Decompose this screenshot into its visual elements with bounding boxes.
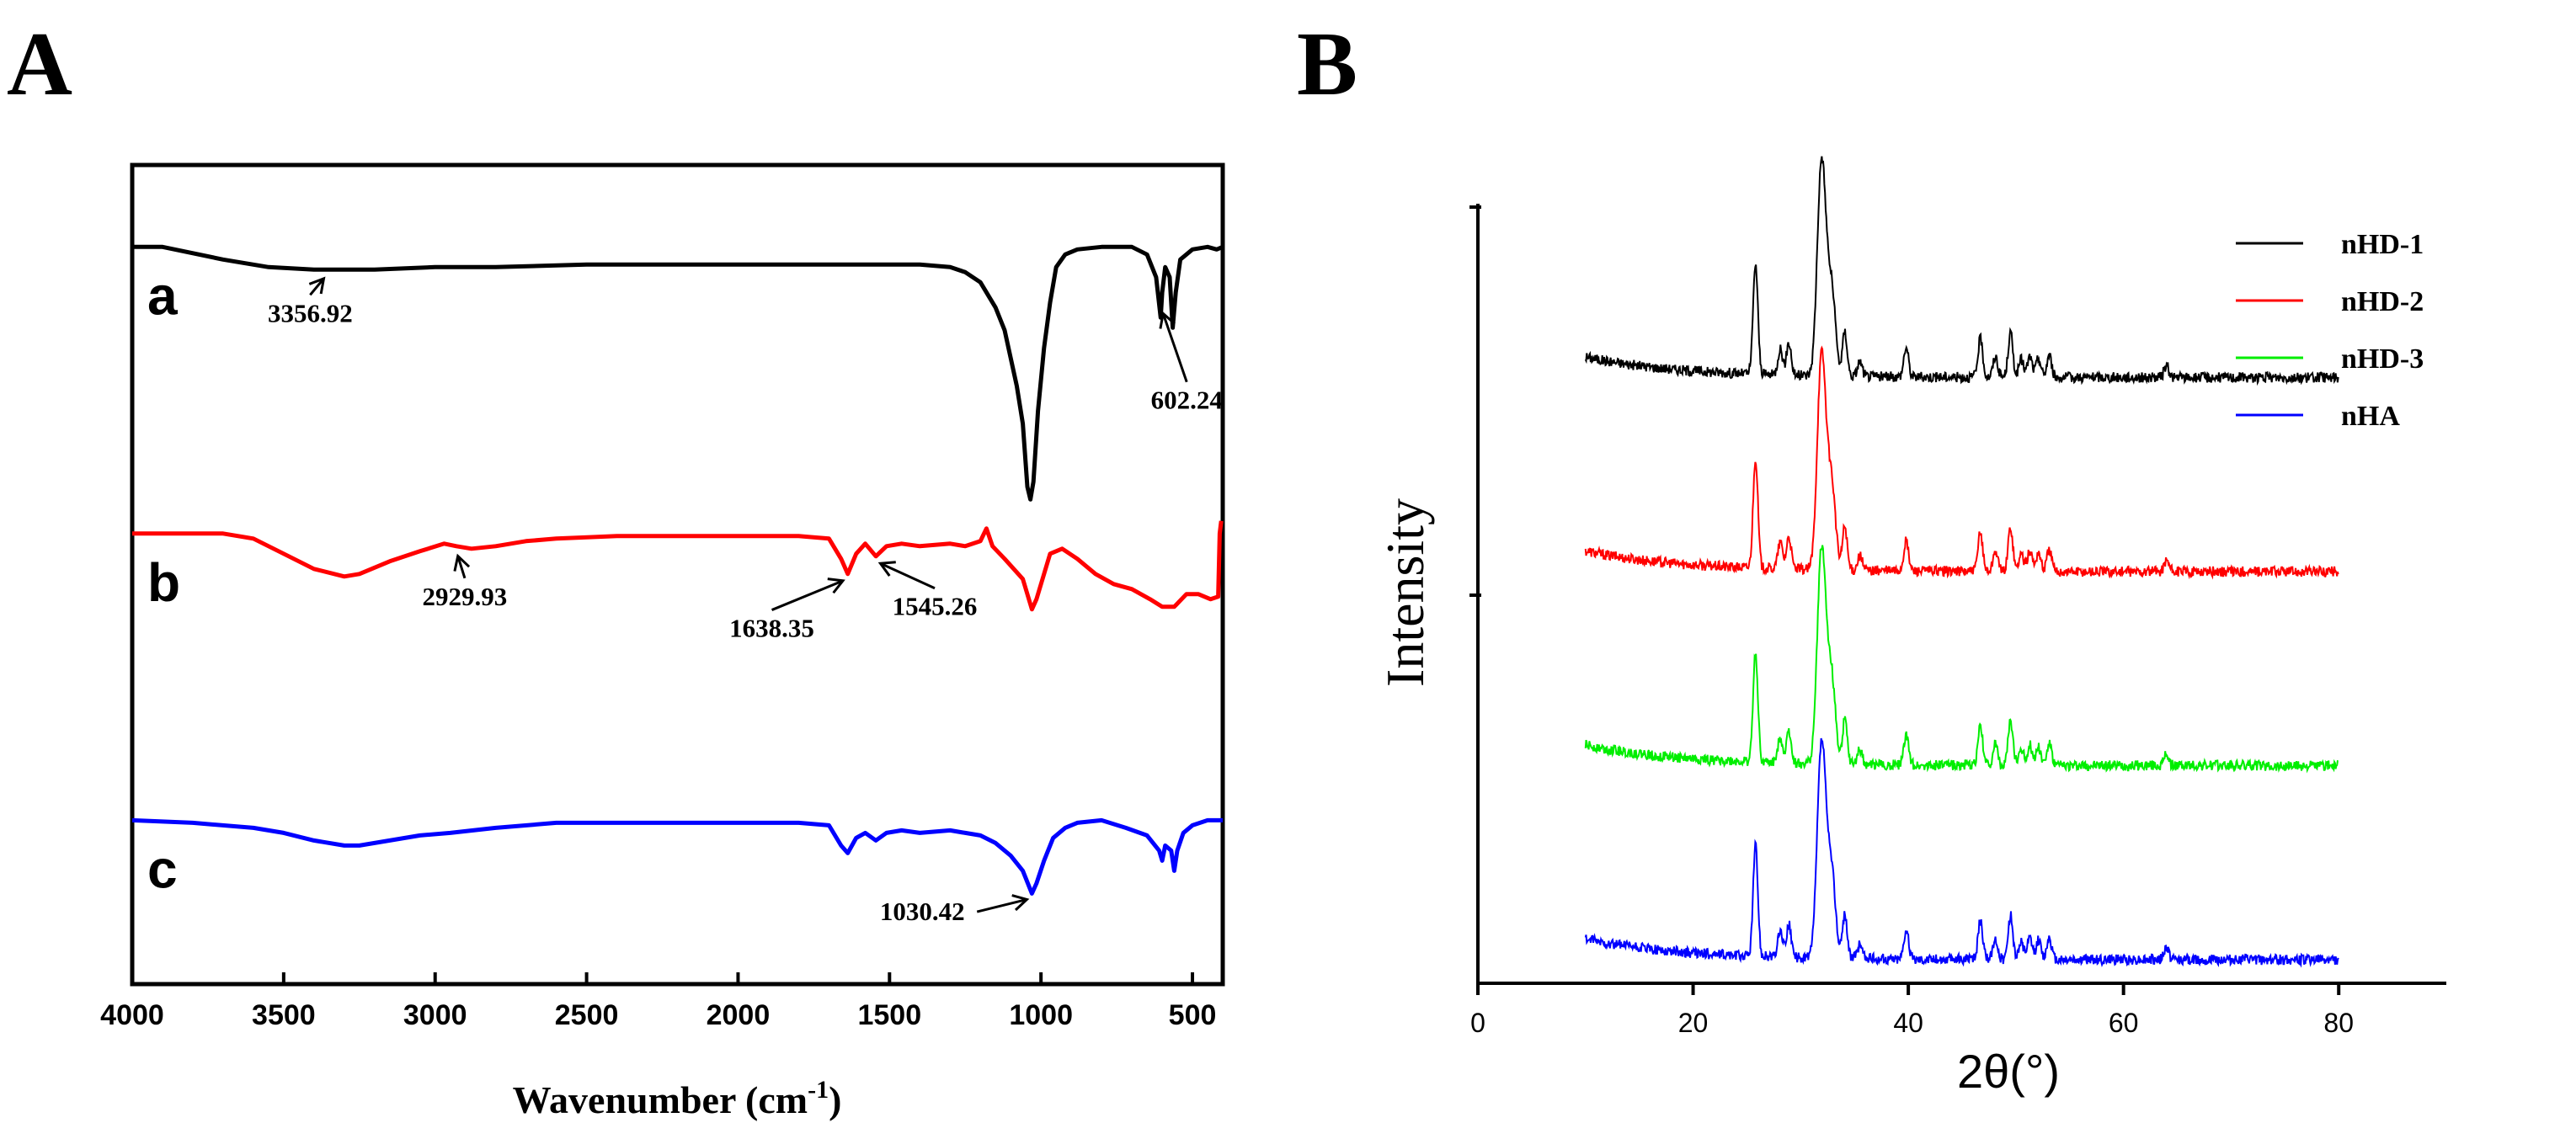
panel-b-y-axis-label: Intensity [1375,498,1435,687]
panel-b-x-ticks: 0 20 40 60 80 [1470,983,2354,1038]
panel-b-x-tick-label: 60 [2109,1008,2139,1038]
panel-a-trace-label-a: a [147,265,178,326]
panel-b-x-tick-label: 80 [2323,1008,2354,1038]
legend-label-nHD-1: nHD-1 [2341,229,2424,260]
panel-a-x-axis-label: Wavenumber (cm-1) [513,1076,842,1121]
panel-a-x-axis: 4000 3500 3000 2500 2000 1500 1000 500 [100,972,1216,1031]
panel-a-series-a [132,244,1224,502]
panel-b-series-nHA [1584,737,2339,968]
panel-a-ftir-chart: 4000 3500 3000 2500 2000 1500 1000 500 a b c 3356… [100,162,1225,1121]
panel-a-x-tick-label: 1500 [857,999,921,1031]
panel-a-annotation-arrow [456,556,467,579]
panel-a-annotation-arrow [771,579,844,611]
panel-b-xrd-chart: 0 20 40 60 80 nHD-1 nHD-2 nHD-3 nHA 2θ(°) Inten… [1375,156,2446,1098]
panel-b-series [1584,156,2339,968]
panel-a-trace-label-c: c [147,838,178,899]
panel-a-annotation-arrow [309,277,325,296]
panel-a-annotation-arrow [1161,312,1188,383]
legend-label-nHD-2: nHD-2 [2341,286,2424,317]
panel-a-annotation-arrowhead [827,577,845,594]
panel-a-plot-frame [130,162,1225,987]
panel-a-annotation-label: 2929.93 [423,582,508,611]
panel-a-x-tick-label: 1000 [1009,999,1073,1031]
panel-b-series-nHD-3 [1584,545,2339,774]
panel-b-series-nHD-1 [1584,156,2339,386]
panel-a-series: a b c [131,244,1224,899]
panel-b-x-tick-label: 0 [1470,1008,1485,1038]
panel-a-annotation-arrowhead [308,276,326,295]
panel-a-series-b [132,520,1224,612]
panel-a-trace-label-b: b [147,552,180,613]
panel-b-letter: B [1297,14,1357,114]
panel-a-annotation-arrowhead [1159,311,1176,329]
panel-b-x-axis-label: 2θ(°) [1957,1045,2060,1098]
panel-a-annotation-label: 3356.92 [268,298,353,327]
panel-a-x-tick-label: 2500 [555,999,619,1031]
panel-a-annotation-label: 1545.26 [893,592,978,621]
panel-a-x-tick-label: 500 [1169,999,1217,1031]
panel-a-x-tick-label: 3000 [403,999,467,1031]
panel-a-letter: A [7,14,72,114]
panel-a-annotation-arrow [879,562,936,590]
panel-a-annotation-label: 1030.42 [880,897,965,926]
panel-a-annotation-arrow [976,897,1027,913]
panel-b-legend: nHD-1 nHD-2 nHD-3 nHA [2236,229,2424,432]
panel-a-annotations: 3356.92 602.24 2929.93 1638.35 1545.26 1030.4… [268,276,1223,926]
panel-a-series-c [131,817,1223,896]
panel-b-series-nHD-2 [1584,345,2339,580]
panel-a-x-tick-label: 2000 [707,999,771,1031]
panel-a-x-tick-label: 4000 [100,999,164,1031]
panel-a-x-tick-label: 3500 [252,999,316,1031]
panel-a-annotation-arrowhead [877,561,896,577]
panel-b-x-tick-label: 20 [1678,1008,1709,1038]
legend-label-nHD-3: nHD-3 [2341,343,2424,375]
panel-a-annotation-arrowhead [453,553,471,572]
panel-a-annotation-label: 602.24 [1151,386,1223,415]
legend-label-nHA: nHA [2341,401,2400,432]
panel-b-x-tick-label: 40 [1893,1008,1923,1038]
panel-a-annotation-arrowhead [1011,894,1030,912]
panel-a-annotation-label: 1638.35 [729,614,814,643]
